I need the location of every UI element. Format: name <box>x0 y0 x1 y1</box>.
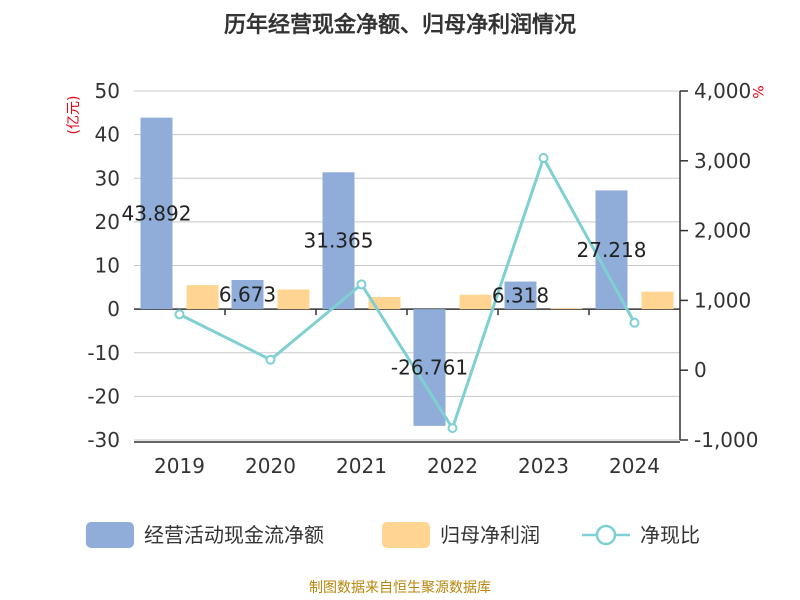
ratio-point <box>356 279 367 290</box>
net-profit-bar <box>459 294 492 310</box>
y-right-unit: % <box>749 85 765 98</box>
y-left-tick-label: -30 <box>87 428 120 452</box>
x-tick-label: 2024 <box>609 454 660 478</box>
bar-data-label: 6.318 <box>492 283 549 307</box>
legend-marker <box>595 524 617 546</box>
net-profit-bar <box>277 289 310 310</box>
ratio-point <box>629 317 640 328</box>
ratio-point <box>174 309 185 320</box>
x-tick-label: 2020 <box>245 454 296 478</box>
legend-label: 归母净利润 <box>440 523 540 547</box>
y-right-tick-label: 3,000 <box>694 149 751 173</box>
ratio-line <box>178 154 636 432</box>
x-tick-label: 2021 <box>336 454 387 478</box>
bar-data-label: 27.218 <box>577 238 647 262</box>
ratio-point <box>265 354 276 365</box>
y-right-tick-label: 0 <box>694 358 707 382</box>
legend: 经营活动现金流净额 归母净利润 净现比 <box>86 522 700 548</box>
bar-data-label: -26.761 <box>391 355 468 379</box>
net-profit-bar <box>641 291 674 310</box>
net-profit-bar <box>186 285 219 310</box>
y-right-tick-label: 2,000 <box>694 219 751 243</box>
source-note: 制图数据来自恒生聚源数据库 <box>309 580 491 596</box>
cash-flow-bar <box>322 172 355 310</box>
axes: 50 40 30 20 10 0 -10 -20 -30 4,000 3,000 2,000 1,000… <box>87 79 758 478</box>
bar-series <box>140 117 674 426</box>
y-right-tick-label: 4,000 <box>694 79 751 103</box>
y-right-tick-label: -1,000 <box>694 428 758 452</box>
line-series <box>174 153 640 434</box>
y-right-tick-label: 1,000 <box>694 288 751 312</box>
data-labels: 43.892 6.673 31.365 -26.761 6.318 27.218 <box>122 201 647 379</box>
x-tick-label: 2022 <box>427 454 478 478</box>
y-left-tick-label: 20 <box>95 210 120 234</box>
bar-data-label: 31.365 <box>304 229 374 253</box>
x-tick-label: 2019 <box>154 454 205 478</box>
y-left-unit: (亿元) <box>66 96 82 135</box>
cash-flow-bar <box>595 190 628 310</box>
y-left-tick-label: 10 <box>95 254 120 278</box>
legend-label: 经营活动现金流净额 <box>144 523 324 547</box>
net-profit-bar <box>550 308 583 310</box>
y-left-tick-label: 0 <box>107 297 120 321</box>
legend-swatch <box>86 522 134 548</box>
y-left-tick-label: -10 <box>87 341 120 365</box>
bar-data-label: 6.673 <box>219 283 276 307</box>
cash-flow-bar <box>504 281 537 310</box>
chart-title: 历年经营现金净额、归母净利润情况 <box>224 12 576 38</box>
y-left-tick-label: -20 <box>87 384 120 408</box>
y-left-tick-label: 40 <box>95 123 120 147</box>
y-left-tick-label: 50 <box>95 79 120 103</box>
legend-label: 净现比 <box>640 523 700 547</box>
bar-data-label: 43.892 <box>122 201 192 225</box>
cash-flow-bar <box>231 280 264 310</box>
cash-flow-bar <box>140 117 173 310</box>
legend-swatch <box>382 522 430 548</box>
y-left-tick-label: 30 <box>95 166 120 190</box>
ratio-point <box>538 153 549 164</box>
ratio-point <box>447 423 458 434</box>
x-tick-label: 2023 <box>518 454 569 478</box>
